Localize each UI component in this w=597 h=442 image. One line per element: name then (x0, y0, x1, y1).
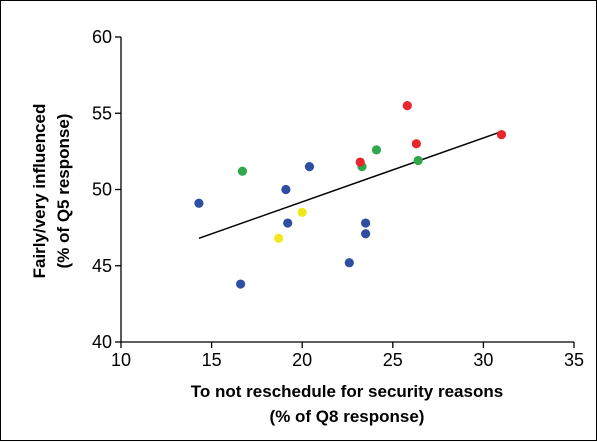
data-point (281, 184, 291, 195)
data-point (361, 218, 371, 228)
data-point (371, 145, 382, 155)
y-tick-label: 55 (92, 103, 112, 123)
trendline (198, 130, 502, 240)
data-point (235, 279, 246, 289)
data-point (496, 130, 507, 140)
y-tick-label: 50 (92, 180, 112, 200)
data-point (283, 218, 293, 228)
data-point (355, 157, 365, 167)
y-tick-label: 40 (92, 332, 112, 352)
data-point (274, 233, 284, 243)
axis-titles: To not reschedule for security reasons (… (30, 104, 503, 426)
x-tick-label: 35 (564, 350, 584, 370)
trendline-group (198, 130, 502, 240)
axes: 40 45 50 55 60 10 15 20 25 30 35 (92, 27, 584, 370)
data-point (413, 155, 423, 166)
data-point (237, 166, 248, 176)
data-point (361, 229, 371, 239)
data-point (344, 258, 354, 268)
data-point (402, 101, 412, 111)
data-points (194, 101, 507, 289)
data-point (411, 139, 421, 149)
x-tick-label: 10 (111, 350, 131, 370)
data-point (297, 207, 307, 217)
x-axis-title-line2: (% of Q8 response) (270, 407, 425, 426)
data-point (194, 198, 204, 208)
y-axis-title-line2: (% of Q5 response) (54, 114, 73, 269)
x-tick-label: 25 (383, 350, 403, 370)
y-tick-label: 60 (92, 27, 112, 47)
x-axis-title-line1: To not reschedule for security reasons (191, 382, 503, 401)
x-tick-label: 30 (473, 350, 493, 370)
y-axis-title-line1: Fairly/very influenced (30, 104, 49, 279)
x-tick-label: 15 (202, 350, 222, 370)
data-point (304, 162, 315, 172)
y-tick-label: 45 (92, 256, 112, 276)
x-tick-label: 20 (292, 350, 312, 370)
